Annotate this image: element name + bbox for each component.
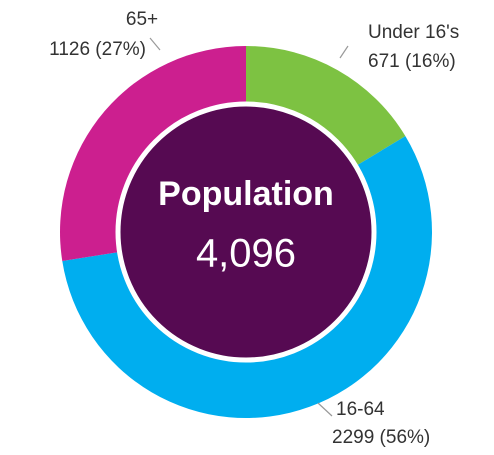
center-value: 4,096 (196, 232, 296, 276)
slice-label: 65+ (126, 9, 158, 30)
center-title: Population (158, 175, 334, 213)
value-label: 1126 (27%) (49, 39, 146, 60)
value-label: 2299 (56%) (332, 427, 430, 448)
slice-label: Under 16's (368, 22, 459, 43)
leader-line (317, 402, 333, 417)
leader-line (339, 45, 349, 59)
value-label: 671 (16%) (368, 51, 456, 72)
leader-line (149, 37, 161, 51)
slice-label: 16-64 (336, 399, 385, 420)
center-circle (115, 101, 377, 363)
